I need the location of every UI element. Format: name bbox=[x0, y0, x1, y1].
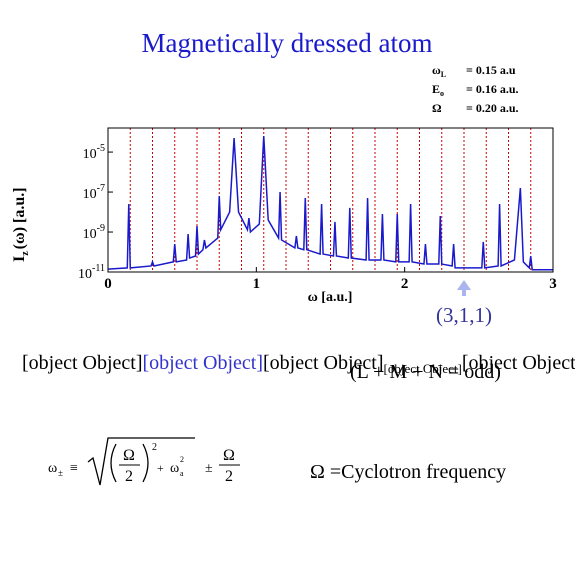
formula-part: [object Object] bbox=[143, 352, 264, 374]
y-axis-label: Iz (ω) [a.u.] bbox=[11, 187, 31, 262]
formula-part: + bbox=[157, 461, 164, 475]
parameter: ωL = 0.15 a.u bbox=[432, 63, 516, 79]
paren bbox=[110, 443, 117, 483]
x-axis-label: ω [a.u.] bbox=[308, 290, 353, 305]
formula-frequencies: [object Object][object Object][object Ob… bbox=[22, 352, 575, 376]
formula-part: 2 bbox=[152, 442, 157, 453]
parameter-sub: L bbox=[441, 70, 446, 79]
formula-sub: [object Object] bbox=[384, 361, 462, 376]
annotation-arrow bbox=[457, 280, 471, 296]
parameter-symbol: E bbox=[432, 82, 440, 96]
parameter: Eo = 0.16 a.u. bbox=[432, 82, 519, 98]
formula-part: ± bbox=[58, 468, 63, 478]
formula-part: 2 bbox=[125, 468, 133, 485]
x-tick-label: 1 bbox=[253, 276, 261, 292]
formula-rule: (L + M + N = odd) bbox=[350, 361, 501, 383]
formula-part: ≡ bbox=[70, 461, 78, 476]
parameter-value: = 0.15 a.u bbox=[466, 63, 516, 77]
y-label-sub: z bbox=[20, 251, 31, 256]
formula-part: a bbox=[180, 469, 184, 478]
x-tick-label: 0 bbox=[104, 276, 112, 292]
formula-part: 2 bbox=[180, 455, 184, 464]
parameter-value: = 0.20 a.u. bbox=[466, 101, 519, 115]
y-tick-label: 10-7 bbox=[83, 183, 105, 202]
formula-part: Ω bbox=[123, 447, 135, 464]
formula-part: Ω bbox=[223, 447, 235, 464]
formula-part: [object Object] bbox=[22, 352, 143, 374]
plot-frame bbox=[107, 127, 554, 273]
formula-part: [object Object] bbox=[462, 352, 575, 374]
y-label-symbol: I bbox=[11, 256, 28, 262]
parameter: Ω = 0.20 a.u. bbox=[432, 101, 519, 115]
y-label-text: (ω) [a.u.] bbox=[11, 187, 28, 249]
annotation-label: (3,1,1) bbox=[436, 303, 492, 327]
formula-part: 2 bbox=[225, 468, 233, 485]
spectrum-line bbox=[107, 136, 553, 271]
y-tick-label: 10-9 bbox=[83, 223, 105, 242]
parameter-value: = 0.16 a.u. bbox=[466, 82, 519, 96]
cyclotron-note: Ω =Cyclotron frequency bbox=[310, 461, 506, 483]
y-tick-label: 10-5 bbox=[83, 143, 105, 162]
paren bbox=[142, 443, 149, 483]
formula-part: [object Object] bbox=[263, 352, 384, 374]
parameter-symbol: ω bbox=[432, 63, 441, 77]
sqrt-sign bbox=[87, 437, 195, 486]
x-tick-label: 2 bbox=[401, 276, 409, 292]
y-tick-label: 10-11 bbox=[78, 263, 105, 282]
parameter-sub: o bbox=[440, 89, 444, 98]
formula-part: ± bbox=[205, 461, 213, 476]
x-tick-label: 3 bbox=[549, 276, 557, 292]
parameter-symbol: Ω bbox=[432, 101, 442, 115]
formula-part: ω bbox=[48, 461, 57, 476]
formula-part: ω bbox=[170, 461, 179, 476]
formula-dressed: ω ± ≡ Ω 2 2 + ω a 2 ± Ω 2 bbox=[48, 437, 240, 486]
chart-title: Magnetically dressed atom bbox=[142, 28, 433, 58]
